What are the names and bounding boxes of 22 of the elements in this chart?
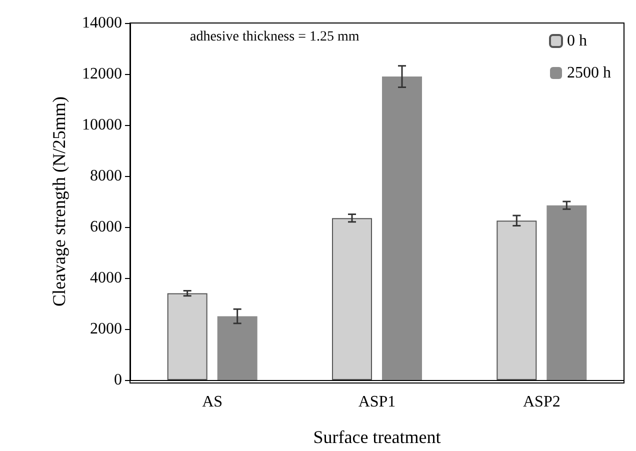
bar (496, 220, 537, 380)
x-tick-label: AS (202, 394, 223, 410)
y-axis-title: Cleavage strength (N/25mm) (49, 96, 69, 306)
bar (546, 205, 587, 380)
y-tick-label: 8000 (90, 168, 122, 184)
y-tick-label: 2000 (90, 320, 122, 338)
y-tick-label: 10000 (82, 116, 122, 134)
y-tick-label: 0 (114, 372, 122, 388)
annotation: adhesive thickness = 1.25 mm (190, 30, 360, 44)
bar (167, 293, 208, 380)
x-axis-title: Surface treatment (313, 427, 441, 447)
y-tick-label: 6000 (90, 218, 122, 236)
bar (382, 76, 422, 380)
y-tick-label: 14000 (82, 14, 122, 32)
bar (217, 316, 258, 380)
y-tick-label: 4000 (90, 270, 122, 286)
legend-label: 2500 h (567, 64, 611, 82)
x-tick-label: ASP2 (522, 394, 560, 410)
legend-label: 0 h (567, 32, 587, 50)
x-tick-label: ASP1 (358, 394, 396, 410)
bar (332, 218, 372, 380)
y-tick-label: 12000 (82, 66, 122, 82)
